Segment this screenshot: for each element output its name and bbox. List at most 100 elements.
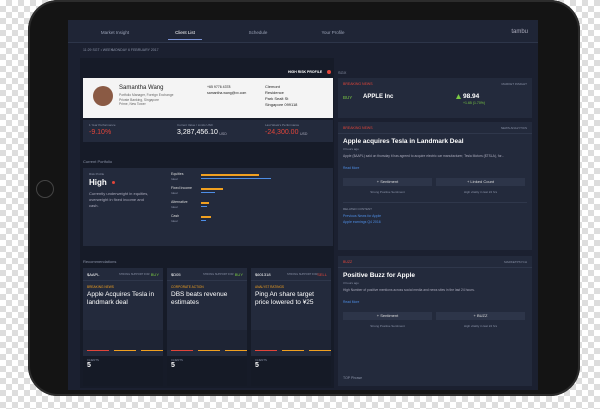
- source: NEWS ANALYTICS: [500, 126, 527, 130]
- read-more[interactable]: Read More: [343, 300, 360, 304]
- related-link[interactable]: Apple earnings Q4 2016: [343, 220, 381, 224]
- asset-name: Alternative: [171, 200, 188, 204]
- stock: APPLE Inc: [363, 94, 394, 100]
- section-title: Current Portfolio: [83, 159, 113, 164]
- accent: [114, 350, 136, 351]
- tag: BREAKING NEWS: [87, 285, 114, 289]
- bar-strip: [83, 330, 163, 350]
- risk-summary: Currently underweight in equities, overw…: [89, 191, 149, 208]
- action: SELL: [317, 272, 327, 277]
- related-link[interactable]: Previous News for Apple: [343, 214, 382, 218]
- note: Strong Positive Sentiment: [370, 190, 405, 194]
- title: Positive Buzz for Apple: [343, 272, 415, 279]
- accent: [198, 350, 220, 351]
- risk-flag: HIGH RISK PROFILE: [288, 70, 323, 74]
- actual-bar: [201, 202, 209, 204]
- metric-label: Current Value / Limits USD: [177, 123, 213, 127]
- divider: [338, 133, 532, 134]
- asset-sub: Ideal: [171, 177, 178, 181]
- title: Apple acquires Tesla in Landmark Deal: [343, 138, 464, 145]
- metric-value: -9.10%: [89, 129, 112, 136]
- asset-sub: Ideal: [171, 219, 178, 223]
- source: STRONG SUPPORT FOR: [203, 273, 234, 276]
- recommendation-card[interactable]: $AAPL STRONG SUPPORT FOR BUY BREAKING NEWS A…: [83, 268, 163, 386]
- footer: [83, 356, 163, 386]
- headline: Ping An share target price lowered to ¥2…: [255, 291, 314, 306]
- client-card: Samantha Wang Portfolio Manager, Foreign…: [83, 78, 333, 118]
- headline: DBS beats revenue estimates: [171, 291, 228, 306]
- ideal-bar: [201, 178, 272, 179]
- nav-tab[interactable]: Market Insight: [100, 30, 130, 35]
- accent: [282, 350, 304, 351]
- client-detail: Private Banking, Singapore: [119, 97, 159, 102]
- metrics: 1 Year Performance -9.10% Current Value / …: [83, 120, 333, 142]
- action: BUY: [150, 272, 159, 277]
- divider: [251, 280, 331, 281]
- ideal-bar: [201, 220, 206, 221]
- risk-value: High: [89, 178, 107, 187]
- accent: [171, 350, 193, 351]
- nav-tab[interactable]: Schedule: [248, 30, 268, 35]
- up-arrow: [456, 94, 461, 99]
- source: STRONG SUPPORT FOR: [287, 273, 318, 276]
- section-title: Recommendations: [83, 259, 117, 264]
- ideal-bar: [201, 192, 216, 193]
- asset-name: Cash: [171, 214, 180, 218]
- ideal-bar: [201, 206, 208, 207]
- ticker: $D05: [171, 272, 181, 277]
- divider: [83, 280, 163, 281]
- tag: CORPORATE ACTION: [171, 285, 204, 289]
- market-panel: BREAKING NEWS MARKET INSIGHT BUY APPLE I…: [338, 78, 532, 118]
- client-name: Samantha Wang: [119, 85, 164, 91]
- date: MONDAY 6 FEBRUARY 2017: [112, 48, 159, 52]
- read-more[interactable]: Read More: [343, 166, 360, 170]
- accent: [87, 350, 109, 351]
- body: Apple ($AAPL) said on thursday it has ag…: [343, 154, 505, 158]
- active-tab-underline: [168, 39, 202, 40]
- home-button[interactable]: [36, 180, 54, 198]
- button[interactable]: + Sentiment: [343, 178, 432, 186]
- divider: [338, 267, 532, 268]
- accent: [309, 350, 331, 351]
- metric-unit: USD: [299, 132, 308, 136]
- metric-value: 3,287,456.10: [177, 129, 218, 136]
- tag: BUZZ: [343, 260, 353, 264]
- clients: 5: [87, 362, 91, 369]
- button[interactable]: + Sentiment: [343, 312, 432, 320]
- actual-bar: [201, 188, 224, 190]
- nav-tab[interactable]: Your Profile: [321, 30, 345, 35]
- tag: BREAKING NEWS: [343, 126, 373, 130]
- note: Strong Positive Sentiment: [370, 324, 405, 328]
- related-title: RELATED CONTENT: [343, 207, 372, 211]
- time: 3 hours ago: [343, 281, 359, 285]
- clients-label: CLIENTS: [255, 358, 267, 362]
- footer: TOP Phrase: [343, 376, 363, 380]
- actual-bar: [201, 174, 259, 176]
- accent: [225, 350, 247, 351]
- client-detail: Prime, New Tower: [119, 102, 146, 106]
- metric-value: -24,300.00: [265, 129, 299, 136]
- tablet-frame: Market Insight Client List Schedule Your Pr…: [28, 0, 580, 396]
- note: High vitality in last 24 hrs: [463, 190, 498, 194]
- tag: BREAKING NEWS: [343, 82, 373, 86]
- button[interactable]: + BUZZ: [436, 312, 525, 320]
- address-line: Clemont: [265, 84, 280, 89]
- nav-bar: [68, 20, 538, 43]
- recommendation-card[interactable]: $D05 STRONG SUPPORT FOR BUY CORPORATE ACTIO…: [167, 268, 247, 386]
- recommendation-card[interactable]: $601318 STRONG SUPPORT FOR SELL ANALYST RAT…: [251, 268, 331, 386]
- action: BUY: [343, 95, 353, 100]
- button[interactable]: + Linked Count: [436, 178, 525, 186]
- asset-sub: Ideal: [171, 191, 178, 195]
- nav-tab[interactable]: Client List: [175, 30, 195, 35]
- source: STRONG SUPPORT FOR: [119, 273, 150, 276]
- screen: Market Insight Client List Schedule Your Pr…: [68, 20, 538, 390]
- client-photo: [93, 86, 113, 106]
- note: High vitality in last 24 hrs: [463, 324, 498, 328]
- article-panel: BREAKING NEWS NEWS ANALYTICS Apple acquire…: [338, 122, 532, 250]
- bar-strip: [167, 330, 247, 350]
- metric-label: Last Week's Performance: [265, 123, 300, 127]
- asset-sub: Ideal: [171, 205, 178, 209]
- buzz-panel: BUZZ MARKETPSYCH Positive Buzz for Apple 3 …: [338, 256, 532, 386]
- logo: tambu: [511, 29, 528, 35]
- headline: Apple Acquires Tesla in landmark deal: [87, 291, 155, 306]
